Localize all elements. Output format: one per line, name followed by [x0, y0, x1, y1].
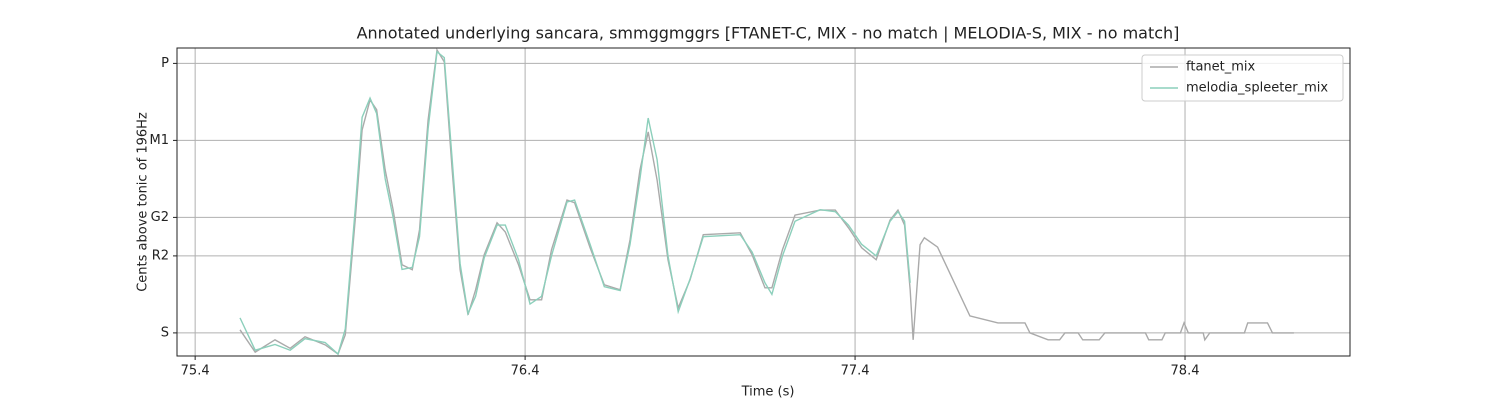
x-tick-label: 78.4: [1171, 364, 1200, 379]
x-tick-label: 75.4: [181, 364, 210, 379]
series-line: [239, 50, 911, 356]
legend-label: melodia_spleeter_mix: [1186, 81, 1328, 96]
y-tick-label: R2: [152, 248, 169, 263]
legend-box: [1141, 54, 1344, 102]
x-tick-label: 77.4: [841, 364, 870, 379]
legend-label: ftanet_mix: [1186, 60, 1256, 75]
x-tick-label: 76.4: [511, 364, 540, 379]
y-tick-label: P: [161, 56, 169, 71]
x-axis-label: Time (s): [741, 385, 795, 400]
y-tick-label: S: [161, 325, 169, 340]
chart-title: Annotated underlying sancara, smmggmggrs…: [357, 24, 1180, 43]
y-tick-label: G2: [151, 210, 169, 225]
y-axis-label: Cents above tonic of 196Hz: [136, 112, 151, 292]
y-tick-label: M1: [150, 133, 170, 148]
plot-frame: [176, 47, 1351, 357]
